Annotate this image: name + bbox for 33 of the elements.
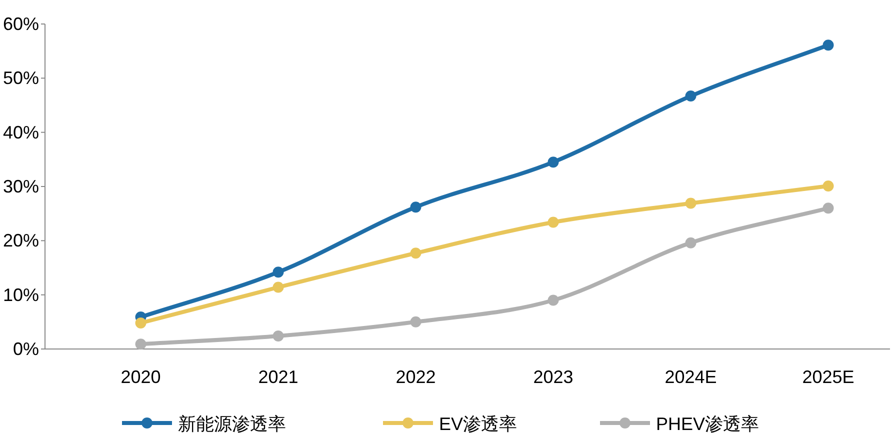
- y-tick-label: 0%: [12, 339, 39, 359]
- y-tick-label: 40%: [2, 122, 39, 142]
- x-tick-label: 2025E: [802, 367, 854, 387]
- x-tick-label: 2021: [258, 367, 298, 387]
- x-tick-label: 2023: [533, 367, 574, 387]
- y-tick-label: 10%: [2, 284, 39, 305]
- point: [685, 198, 696, 209]
- x-tick-label: 2022: [396, 367, 436, 387]
- point: [822, 202, 834, 214]
- point: [685, 237, 696, 248]
- point: [548, 216, 559, 228]
- point: [822, 180, 834, 192]
- point: [135, 338, 146, 350]
- point: [548, 156, 559, 168]
- point: [272, 282, 284, 293]
- y-tick-label: 30%: [2, 176, 39, 196]
- point: [410, 202, 422, 213]
- legend-label: EV渗透率: [439, 414, 518, 433]
- point: [685, 90, 696, 102]
- point: [410, 316, 422, 328]
- x-tick-label: 2020: [120, 367, 161, 387]
- point: [272, 330, 284, 342]
- point: [410, 248, 422, 259]
- y-tick-label: 50%: [2, 68, 39, 88]
- x-tick-label: 2024E: [664, 367, 717, 387]
- y-tick-label: 60%: [2, 14, 39, 34]
- legend-label: 新能源渗透率: [178, 414, 286, 433]
- point: [135, 318, 146, 328]
- legend-label: PHEV渗透率: [656, 414, 760, 433]
- point: [822, 40, 834, 51]
- point: [272, 266, 284, 278]
- y-tick-label: 20%: [2, 230, 39, 251]
- point: [548, 294, 559, 306]
